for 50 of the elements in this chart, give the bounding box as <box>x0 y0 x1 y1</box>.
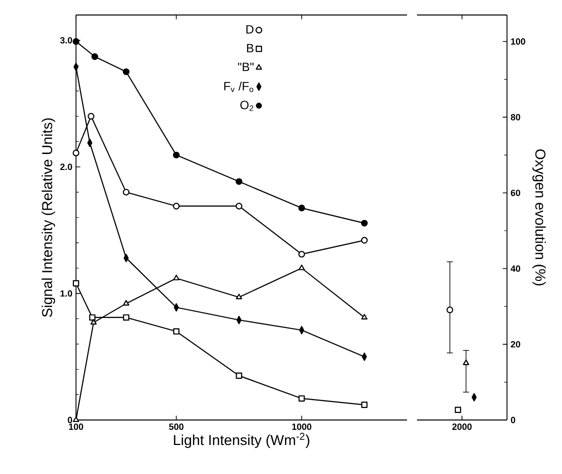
point <box>72 38 80 45</box>
point <box>172 152 180 158</box>
point <box>173 328 180 335</box>
point <box>91 53 98 60</box>
y-axis-title: Signal Intensity (Relative Units) <box>42 118 56 317</box>
point <box>236 372 242 379</box>
y2-tick-label: 60 <box>510 190 520 196</box>
point <box>72 416 80 422</box>
point <box>298 250 306 258</box>
y-tick-label: 3.0 <box>60 37 72 44</box>
legend-label: O$_{2}$ <box>240 100 254 111</box>
point <box>236 202 242 210</box>
y2-tick-label: 20 <box>510 341 520 348</box>
legend-label: D <box>246 25 254 34</box>
y2-tick-label: 80 <box>510 114 520 120</box>
y2-tick-label: 0 <box>510 416 516 424</box>
point <box>89 314 96 321</box>
x-tick-label: 1000 <box>292 424 312 430</box>
x-tick-label: 100 <box>69 424 84 430</box>
point <box>122 68 130 76</box>
y-tick-label: 0 <box>68 416 72 424</box>
point <box>361 236 368 244</box>
point <box>123 314 130 321</box>
legend-label: B <box>247 44 254 52</box>
legend-label: F$_{v}$ /F$_{o}$ <box>224 82 254 92</box>
y2-tick-label: 40 <box>510 265 520 272</box>
x-axis-title: Light Intensity (Wm$^{-2}$) <box>174 432 310 448</box>
point <box>88 112 94 120</box>
point <box>123 300 130 306</box>
y-tick-label: 1.0 <box>60 290 72 297</box>
point <box>361 314 368 320</box>
point <box>236 294 242 300</box>
point <box>172 202 180 210</box>
point <box>298 204 306 212</box>
point <box>173 274 180 280</box>
point <box>90 318 97 325</box>
legend-label: "B" <box>238 62 254 72</box>
point <box>361 402 368 408</box>
x-tick-label: 500 <box>169 424 184 430</box>
point <box>298 264 305 270</box>
point <box>236 178 242 185</box>
point <box>72 150 80 156</box>
point <box>122 188 130 196</box>
x-tick-label: 2000 <box>452 424 472 430</box>
y2-axis-title: Oxygen evolution (%) <box>532 149 546 286</box>
point <box>72 280 80 286</box>
point <box>298 395 305 402</box>
y2-tick-label: 100 <box>511 38 526 45</box>
y-tick-label: 2.0 <box>60 164 72 170</box>
point <box>361 220 368 227</box>
